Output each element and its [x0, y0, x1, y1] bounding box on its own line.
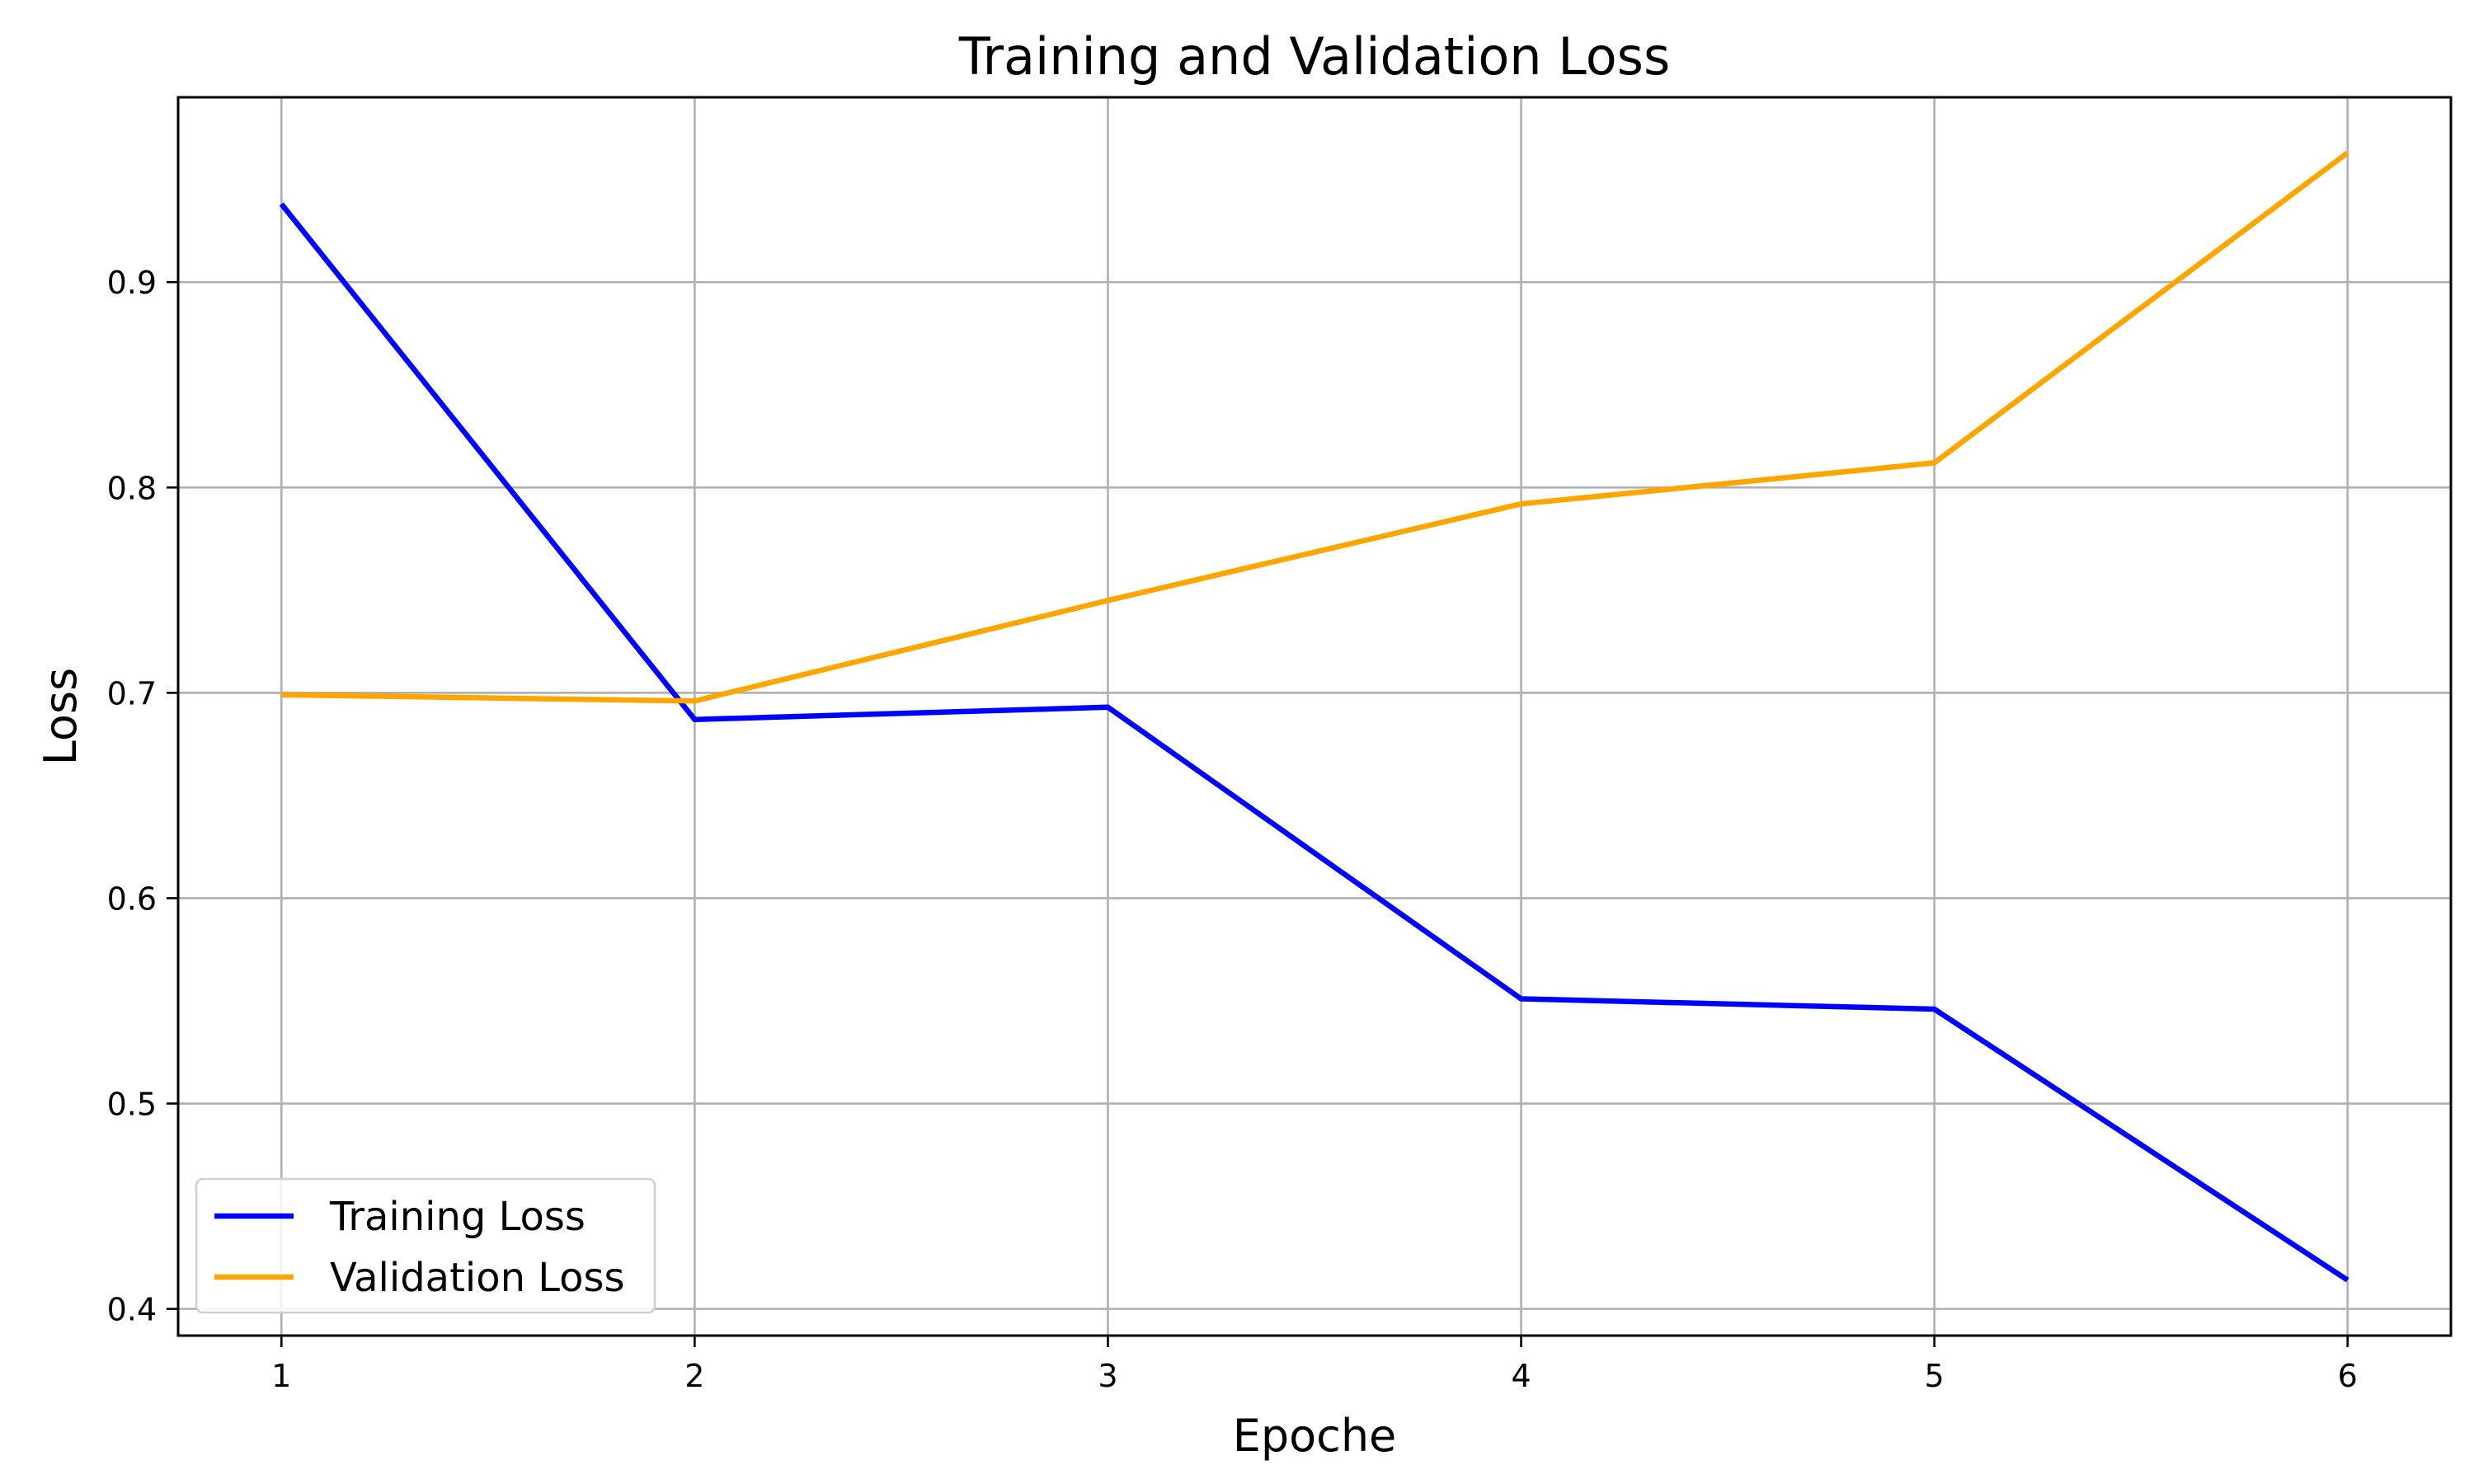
- axis-ticks: 1 2 3 4 5 6 0.4 0.5 0.6 0.7 0.8 0.9: [107, 265, 2358, 1394]
- training-loss-line: [279, 202, 2349, 1283]
- plot-frame: [176, 96, 2453, 1337]
- x-tick-label: 1: [271, 1358, 291, 1394]
- x-axis-label: Epoche: [1233, 1410, 1397, 1462]
- y-tick-label: 0.7: [107, 675, 157, 711]
- y-tick-label: 0.4: [107, 1292, 157, 1328]
- x-tick-label: 6: [2338, 1358, 2358, 1394]
- grid: [178, 97, 2451, 1336]
- validation-loss-line: [281, 150, 2349, 704]
- legend: Training Loss Validation Loss: [195, 1177, 656, 1314]
- y-tick-label: 0.9: [107, 265, 157, 301]
- x-tick-label: 4: [1511, 1358, 1531, 1394]
- x-tick-label: 5: [1925, 1358, 1945, 1394]
- y-tick-label: 0.6: [107, 881, 157, 917]
- x-tick-label: 3: [1098, 1358, 1117, 1394]
- y-axis-label: Loss: [35, 668, 87, 765]
- legend-box: [195, 1177, 656, 1314]
- legend-label-validation: Validation Loss: [330, 1255, 625, 1301]
- x-tick-label: 2: [684, 1358, 704, 1394]
- legend-label-training: Training Loss: [329, 1194, 586, 1240]
- y-tick-label: 0.8: [107, 470, 157, 506]
- y-tick-label: 0.5: [107, 1087, 157, 1123]
- series-lines: [279, 150, 2349, 1283]
- chart-title: Training and Validation Loss: [958, 26, 1671, 87]
